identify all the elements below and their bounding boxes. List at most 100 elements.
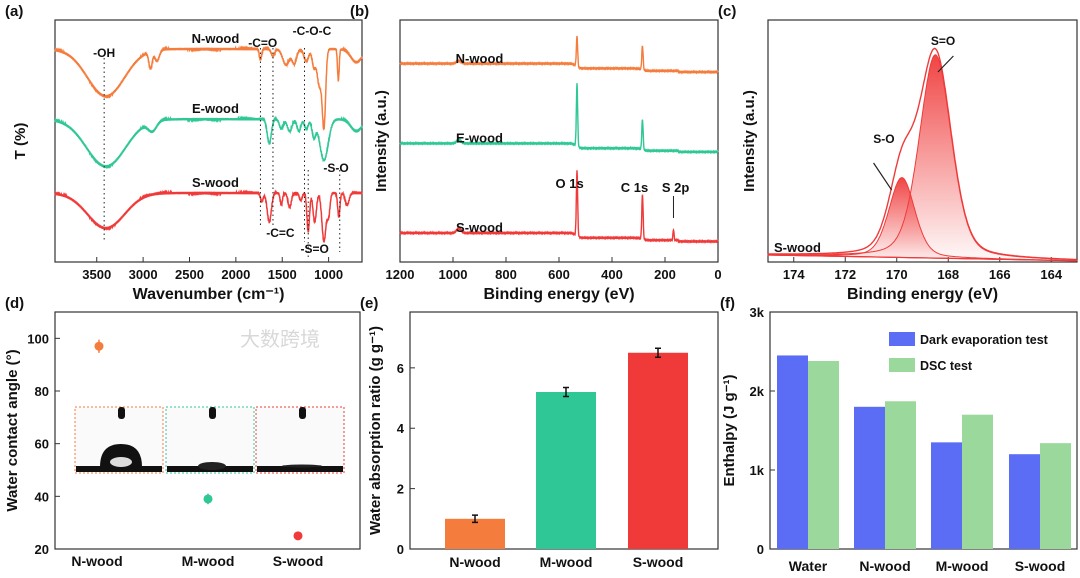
bar-n-wood <box>445 518 505 549</box>
x-tick-label: M-wood <box>540 554 593 570</box>
x-tick-label: 2500 <box>175 267 204 282</box>
water-droplet <box>198 462 226 470</box>
panel-label: (b) <box>350 3 369 20</box>
y-tick-label: 3k <box>750 305 765 320</box>
y-tick-label: 80 <box>35 384 49 399</box>
watermark: 大数跨境 <box>240 327 320 351</box>
x-tick-label: 800 <box>495 267 517 282</box>
error-bar <box>655 347 661 359</box>
x-tick-label: S-wood <box>1015 558 1066 574</box>
needle-icon <box>209 407 216 419</box>
x-tick-label: 200 <box>654 267 676 282</box>
droplet-highlight <box>110 457 132 467</box>
panel-a-ftir: (a) 3500 3000 2500 2000 1500 1000 Wavenumber (c… <box>5 3 363 303</box>
series-label: S-wood <box>456 220 503 235</box>
panel-label: (d) <box>5 295 24 312</box>
y-tick-label: 4 <box>397 421 405 436</box>
x-tick-label: 600 <box>548 267 570 282</box>
x-tick-label: 174 <box>783 267 805 282</box>
series-line-s-wood <box>399 170 719 244</box>
data-point <box>94 341 104 351</box>
panel-f-enthalpy: (f) 0 1k 2k 3k Enthalpy (J g⁻¹) Water N-wood M-w… <box>720 295 1078 574</box>
series-line-s-wood <box>54 189 363 243</box>
component-label: S-O <box>873 132 894 146</box>
series-line-e-wood <box>399 83 719 155</box>
bar-m-wood-dark-evaporation <box>931 442 962 549</box>
bar-n-wood-dsc <box>885 401 916 549</box>
y-axis-title: Intensity (a.u.) <box>373 90 390 192</box>
x-tick-label: 1000 <box>439 267 468 282</box>
substrate <box>76 466 162 472</box>
sample-label: S-wood <box>774 240 821 255</box>
arrow <box>873 162 893 191</box>
bar-s-wood <box>628 352 688 549</box>
annotation-label: -S=O <box>301 242 329 256</box>
y-tick-label: 0 <box>757 542 764 557</box>
x-axis-title: Binding energy (eV) <box>847 286 998 303</box>
x-tick-label: 166 <box>989 267 1011 282</box>
series-line-n-wood <box>54 45 363 131</box>
y-tick-label: 60 <box>35 437 49 452</box>
legend-label: DSC test <box>920 359 973 373</box>
panel-label: (a) <box>5 3 23 20</box>
annotation-label: -OH <box>93 46 115 60</box>
series-label: E-wood <box>456 131 503 146</box>
panel-c-xps-s2p: (c) 174 172 170 168 166 164 Binding energy (eV)… <box>718 3 1078 303</box>
bar-water-dark-evaporation <box>777 355 808 549</box>
y-axis-title: Intensity (a.u.) <box>741 90 758 192</box>
x-tick-label: 164 <box>1040 267 1062 282</box>
annotation-label: -C=C <box>266 226 295 240</box>
x-tick-label: 0 <box>714 267 721 282</box>
annotation-label: -C=O <box>248 36 277 50</box>
x-tick-label: 170 <box>886 267 908 282</box>
plot-frame <box>54 19 363 263</box>
x-tick-label: 400 <box>601 267 623 282</box>
x-tick-label: S-wood <box>273 553 324 569</box>
plot-frame <box>399 19 719 263</box>
x-tick-label: N-wood <box>859 558 910 574</box>
background-line <box>767 254 1078 262</box>
y-tick-label: 0 <box>397 542 404 557</box>
envelope-line <box>768 47 1077 261</box>
series-line-n-wood <box>399 35 719 75</box>
x-tick-label: Water <box>789 558 828 574</box>
x-tick-label: N-wood <box>71 553 122 569</box>
x-tick-label: 1200 <box>386 267 415 282</box>
y-tick-label: 6 <box>397 361 404 376</box>
plot-frame <box>769 311 1078 550</box>
peak-label: C 1s <box>621 180 648 195</box>
plot-frame <box>54 311 361 550</box>
annotation-label: -C-O-C <box>293 24 332 38</box>
panel-label: (f) <box>720 295 735 312</box>
data-point <box>293 531 303 541</box>
bar-s-wood-dsc <box>1040 443 1071 549</box>
bar-n-wood-dark-evaporation <box>854 406 885 549</box>
bar-s-wood-dark-evaporation <box>1009 454 1040 549</box>
y-tick-label: 2 <box>397 482 404 497</box>
legend-label: Dark evaporation test <box>920 333 1049 347</box>
bar-m-wood <box>536 392 596 549</box>
y-tick-label: 40 <box>35 489 49 504</box>
water-droplet <box>282 464 322 468</box>
needle-icon <box>118 407 125 419</box>
arrow <box>937 55 954 73</box>
data-point <box>203 494 213 504</box>
peak-label: S 2p <box>662 180 690 195</box>
y-axis-title: Enthalpy (J g⁻¹) <box>721 374 738 486</box>
x-axis-title: Wavenumber (cm⁻¹) <box>133 286 285 303</box>
substrate <box>257 466 343 472</box>
x-tick-label: 172 <box>834 267 856 282</box>
needle-icon <box>299 407 306 419</box>
x-tick-label: 3000 <box>129 267 158 282</box>
error-bar <box>472 514 478 524</box>
error-bar <box>563 386 569 398</box>
peak-label: O 1s <box>556 176 584 191</box>
y-axis-title: Water contact angle (°) <box>4 349 21 511</box>
series-label: N-wood <box>456 51 504 66</box>
x-tick-label: 1000 <box>314 267 343 282</box>
x-tick-label: 168 <box>937 267 959 282</box>
x-axis-title: Binding energy (eV) <box>483 286 634 303</box>
x-tick-label: 1500 <box>268 267 297 282</box>
y-tick-label: 20 <box>35 542 49 557</box>
